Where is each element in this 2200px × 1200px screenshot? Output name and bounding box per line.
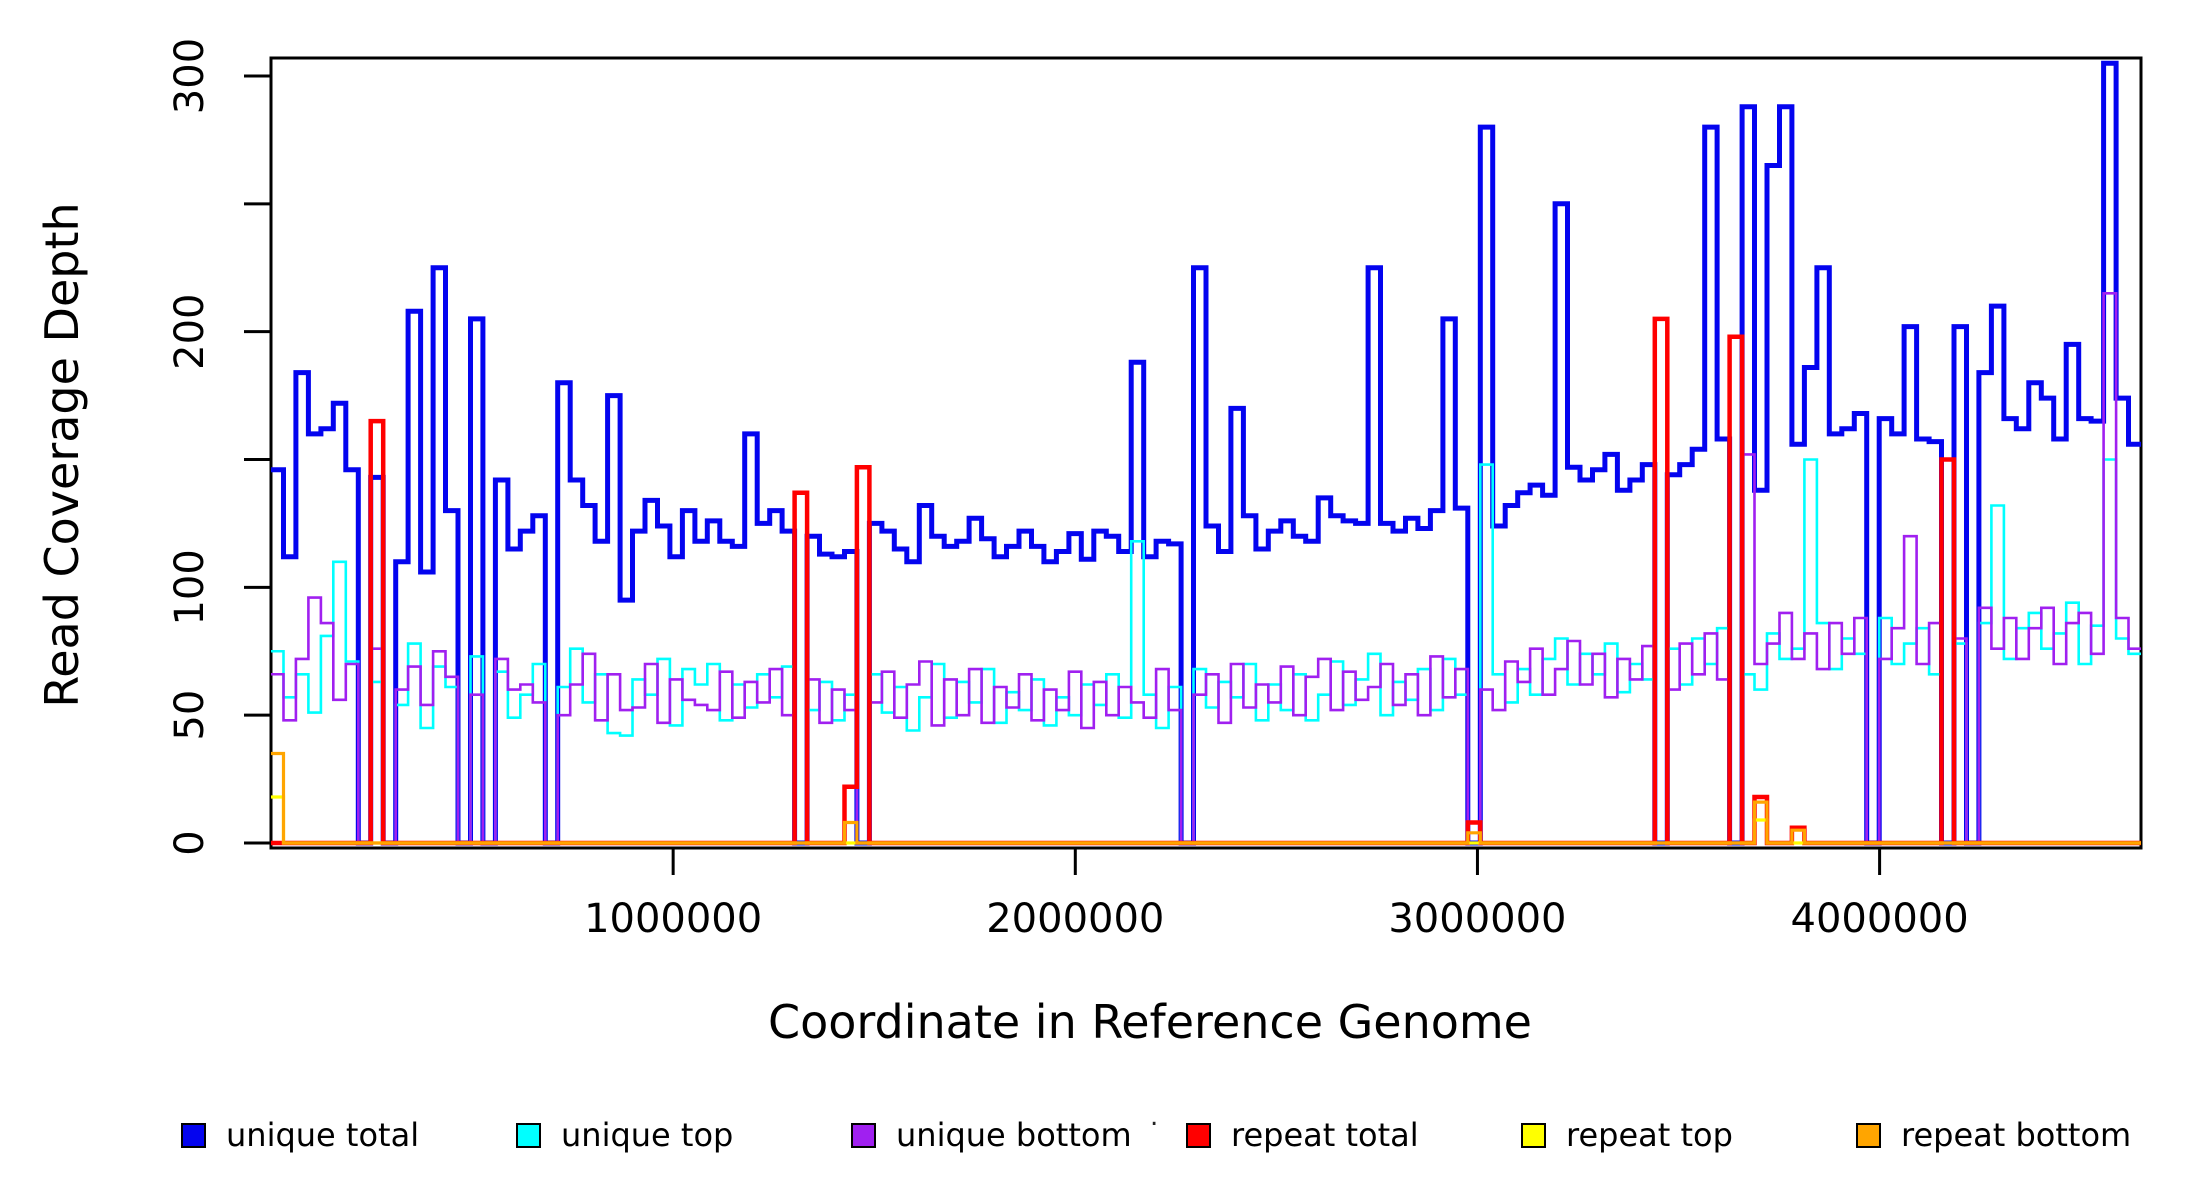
y-tick-label: 300 [167,38,213,114]
y-tick-label: 50 [167,690,213,741]
x-tick-label: 3000000 [1388,896,1566,942]
x-tick-label: 1000000 [584,896,762,942]
x-tick-label: 2000000 [986,896,1164,942]
stray-mark: . [1150,1102,1159,1132]
x-tick-label: 4000000 [1791,896,1969,942]
y-axis-title: Read Coverage Depth [35,202,89,708]
y-tick-label: 200 [167,293,213,369]
series-unique-bottom [271,292,2141,845]
plot-box [269,56,2143,850]
y-tick-label: 0 [167,830,213,855]
series-repeat-bottom [271,751,2141,845]
y-tick-label: 100 [167,549,213,625]
x-axis-title: Coordinate in Reference Genome [768,995,1532,1049]
series-repeat-top [271,795,2141,845]
series-unique-total [271,60,2141,846]
